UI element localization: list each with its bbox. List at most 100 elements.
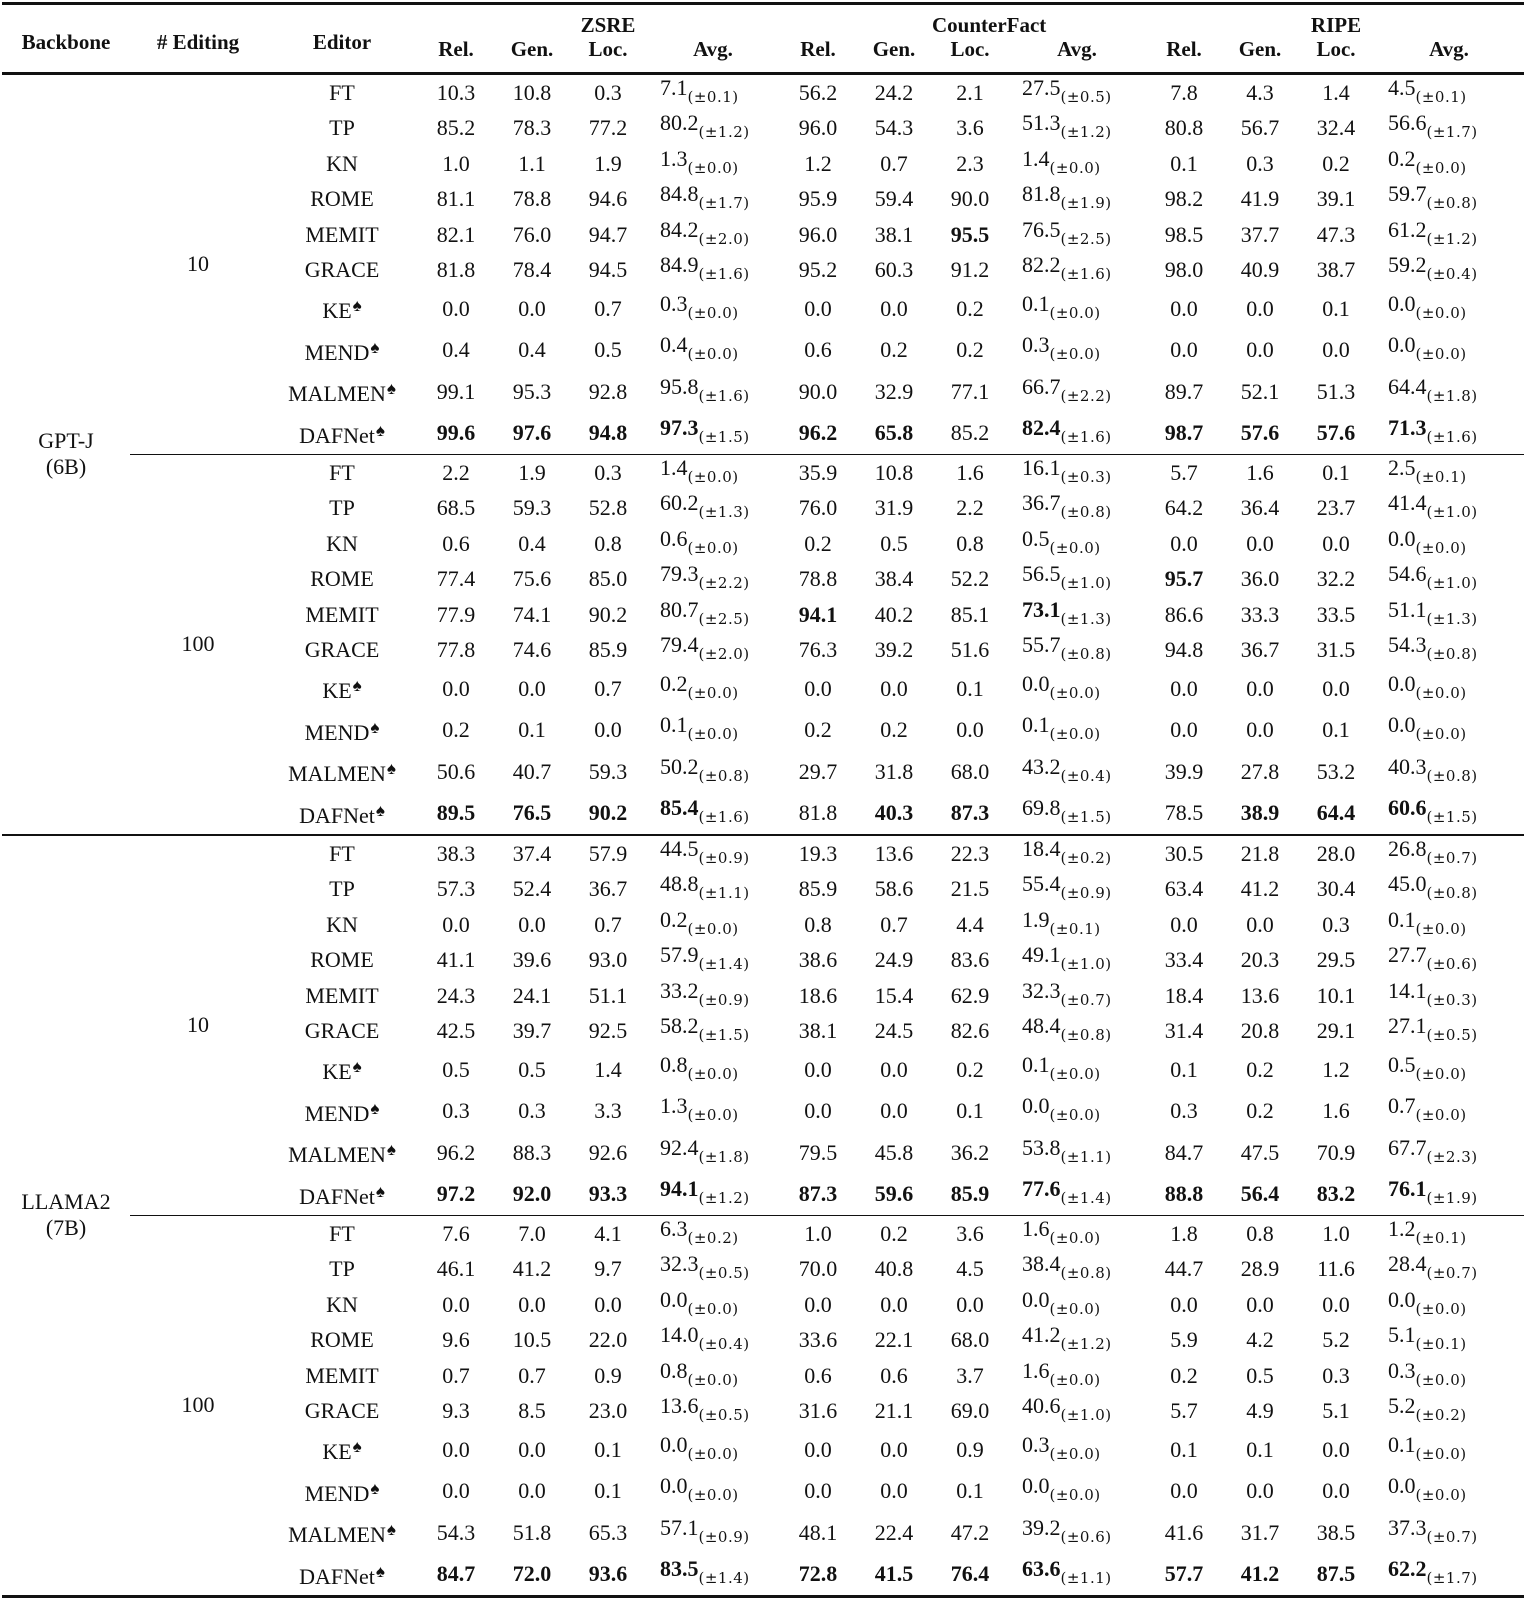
std-dev: (±0.1) — [1415, 467, 1467, 486]
cell-counterfact-gen: 59.6 — [856, 1173, 932, 1215]
table-row: MALMEN♠ 50.6 40.7 59.3 50.2(±0.8) 29.7 31.8 68.… — [2, 751, 1524, 793]
cell-counterfact-avg: 81.8(±1.9) — [1008, 181, 1146, 217]
cell-zsre-gen: 0.4 — [494, 329, 570, 371]
cell-ripe-avg: 2.5(±0.1) — [1374, 453, 1524, 490]
value: 10.8 — [512, 79, 552, 105]
value: 68.0 — [950, 1327, 990, 1352]
value: 19.3 — [798, 840, 838, 866]
value: 33.3 — [1240, 601, 1280, 627]
cell-zsre-gen: 74.6 — [494, 632, 570, 668]
cell-counterfact-rel: 0.2 — [780, 526, 856, 562]
value: 41.1 — [436, 947, 476, 972]
cell-zsre-gen: 0.0 — [494, 1287, 570, 1323]
editor-label: KN — [326, 530, 358, 556]
std-dev: (±2.5) — [698, 609, 750, 628]
cell-counterfact-loc: 87.3 — [932, 792, 1008, 835]
best-value: 97.2 — [436, 1181, 476, 1206]
table-row: ROME 41.1 39.6 93.0 57.9(±1.4) 38.6 24.9 83.6 49… — [2, 942, 1524, 978]
cell-zsre-avg: 79.3(±2.2) — [646, 561, 780, 597]
value: 41.6 — [1164, 1519, 1204, 1545]
cell-counterfact-loc: 0.1 — [932, 1470, 1008, 1512]
std-dev: (±1.1) — [1060, 1147, 1112, 1166]
cell-zsre-loc: 0.9 — [570, 1358, 646, 1394]
cell-ripe-loc: 57.6 — [1298, 412, 1374, 454]
value: 0.0 — [804, 1436, 832, 1462]
value: 81.8 — [1022, 181, 1061, 206]
cell-counterfact-loc: 69.0 — [932, 1393, 1008, 1429]
cell-ripe-gen: 4.9 — [1222, 1393, 1298, 1429]
value: 81.8 — [798, 800, 838, 825]
cell-zsre-avg: 0.1(±0.0) — [646, 709, 780, 751]
cell-counterfact-gen: 31.8 — [856, 751, 932, 793]
value: 7.8 — [1170, 79, 1198, 105]
cell-ripe-gen: 0.3 — [1222, 146, 1298, 182]
cell-counterfact-gen: 0.6 — [856, 1358, 932, 1394]
cell-ripe-gen: 0.0 — [1222, 907, 1298, 943]
value: 0.0 — [1170, 911, 1198, 937]
value: 0.0 — [1022, 670, 1050, 696]
best-value: 84.7 — [436, 1561, 476, 1586]
std-dev: (±0.9) — [698, 848, 750, 867]
value: 82.2 — [1022, 252, 1061, 277]
cell-counterfact-rel: 0.0 — [780, 1429, 856, 1471]
value: 36.7 — [588, 876, 628, 901]
cell-zsre-rel: 42.5 — [418, 1013, 494, 1049]
cell-zsre-loc: 3.3 — [570, 1090, 646, 1132]
cell-counterfact-loc: 85.2 — [932, 412, 1008, 454]
value: 0.3 — [594, 79, 622, 105]
std-dev: (±0.0) — [687, 1370, 739, 1389]
value: 93.0 — [588, 947, 628, 972]
value: 2.3 — [956, 150, 984, 176]
editor-name: GRACE — [266, 1013, 418, 1049]
cell-ripe-avg: 27.1(±0.5) — [1374, 1013, 1524, 1049]
editing-count: 10 — [130, 833, 266, 1215]
editor-name: GRACE — [266, 632, 418, 668]
cell-zsre-gen: 72.0 — [494, 1553, 570, 1596]
std-dev: (±1.4) — [698, 955, 750, 973]
std-dev: (±0.0) — [1415, 1370, 1467, 1389]
value: 1.4 — [1022, 145, 1050, 171]
value: 0.1 — [1170, 150, 1198, 176]
value: 0.0 — [956, 1291, 984, 1317]
cell-ripe-rel: 84.7 — [1146, 1132, 1222, 1174]
best-value: 87.3 — [950, 800, 990, 825]
cell-zsre-loc: 0.3 — [570, 73, 646, 110]
std-dev: (±0.3) — [1060, 467, 1112, 486]
table-row: LLAMA2 (7B) 10 FT 38.3 37.4 57.9 44.5(±0.9) 19.3… — [2, 833, 1524, 1596]
cell-ripe-loc: 0.0 — [1298, 329, 1374, 371]
value: 0.1 — [1022, 1051, 1050, 1077]
editor-name: KE♠ — [266, 1429, 418, 1471]
value: 75.6 — [512, 566, 552, 591]
value: 58.6 — [874, 876, 914, 901]
value: 38.4 — [1022, 1251, 1061, 1276]
cell-ripe-loc: 29.5 — [1298, 942, 1374, 978]
best-value: 72.8 — [798, 1561, 838, 1586]
value: 7.0 — [518, 1220, 546, 1246]
value: 38.5 — [1316, 1519, 1356, 1545]
cell-counterfact-avg: 43.2(±0.4) — [1008, 751, 1146, 793]
std-dev: (±1.5) — [698, 428, 750, 446]
editor-label: MEMIT — [305, 221, 379, 247]
value: 77.2 — [588, 115, 628, 140]
cell-zsre-avg: 1.4(±0.0) — [646, 453, 780, 490]
table-row: MEMIT 77.9 74.1 90.2 80.7(±2.5) 94.1 40.2 85.1 7… — [2, 597, 1524, 633]
cell-counterfact-avg: 38.4(±0.8) — [1008, 1251, 1146, 1287]
value: 32.3 — [660, 1251, 699, 1276]
std-dev: (±0.0) — [1415, 919, 1467, 938]
value: 5.1 — [1322, 1398, 1350, 1423]
cell-counterfact-avg: 69.8(±1.5) — [1008, 792, 1146, 835]
value: 35.9 — [798, 459, 838, 485]
value: 0.0 — [594, 717, 622, 742]
cell-ripe-avg: 0.0(±0.0) — [1374, 329, 1524, 371]
cell-ripe-loc: 83.2 — [1298, 1173, 1374, 1215]
value: 36.7 — [1022, 490, 1061, 515]
std-dev: (±0.0) — [687, 1064, 739, 1083]
value: 0.3 — [660, 290, 688, 316]
editor-name: MEND♠ — [266, 709, 418, 751]
std-dev: (±1.6) — [698, 265, 750, 283]
editor-label: TP — [329, 1256, 355, 1281]
value: 0.2 — [880, 1220, 908, 1246]
value: 0.0 — [1246, 911, 1274, 937]
cell-counterfact-loc: 0.2 — [932, 329, 1008, 371]
cell-ripe-loc: 1.2 — [1298, 1049, 1374, 1091]
